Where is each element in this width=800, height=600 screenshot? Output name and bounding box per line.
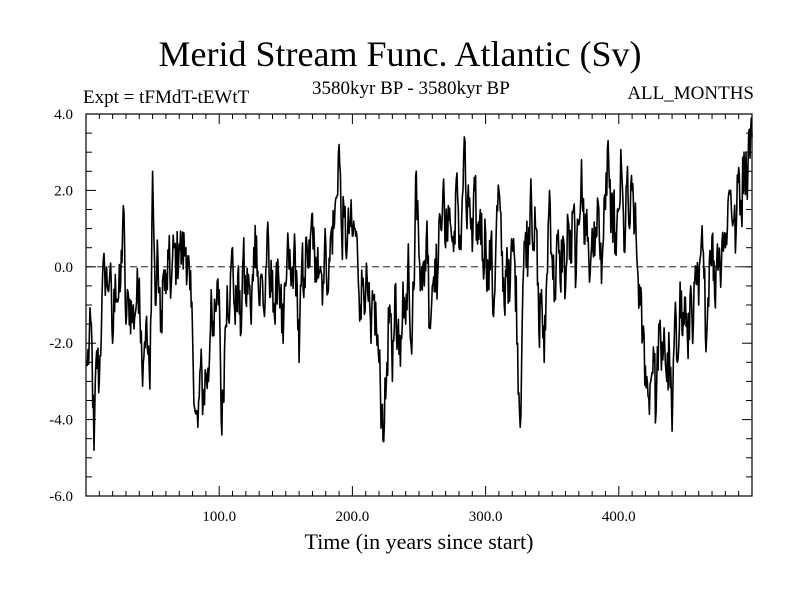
plot-frame xyxy=(85,113,753,497)
data-series-line xyxy=(86,117,753,451)
x-tick-label: 100.0 xyxy=(202,509,236,525)
y-tick-label: 4.0 xyxy=(54,107,73,123)
x-axis-label: Time (in years since start) xyxy=(305,529,534,554)
y-tick-label: 0.0 xyxy=(54,260,73,276)
y-tick-label: 2.0 xyxy=(54,183,73,199)
months-label: ALL_MONTHS xyxy=(627,83,754,104)
chart-title: Merid Stream Func. Atlantic (Sv) xyxy=(158,34,642,74)
x-tick-label: 400.0 xyxy=(602,509,636,525)
x-tick-label: 300.0 xyxy=(469,509,503,525)
x-tick-label: 200.0 xyxy=(336,509,370,525)
y-tick-label: -2.0 xyxy=(49,336,73,352)
y-tick-label: -4.0 xyxy=(49,413,73,429)
experiment-label: Expt = tFMdT-tEWtT xyxy=(83,87,250,108)
y-tick-label: -6.0 xyxy=(49,489,73,505)
period-label: 3580kyr BP - 3580kyr BP xyxy=(312,78,510,99)
